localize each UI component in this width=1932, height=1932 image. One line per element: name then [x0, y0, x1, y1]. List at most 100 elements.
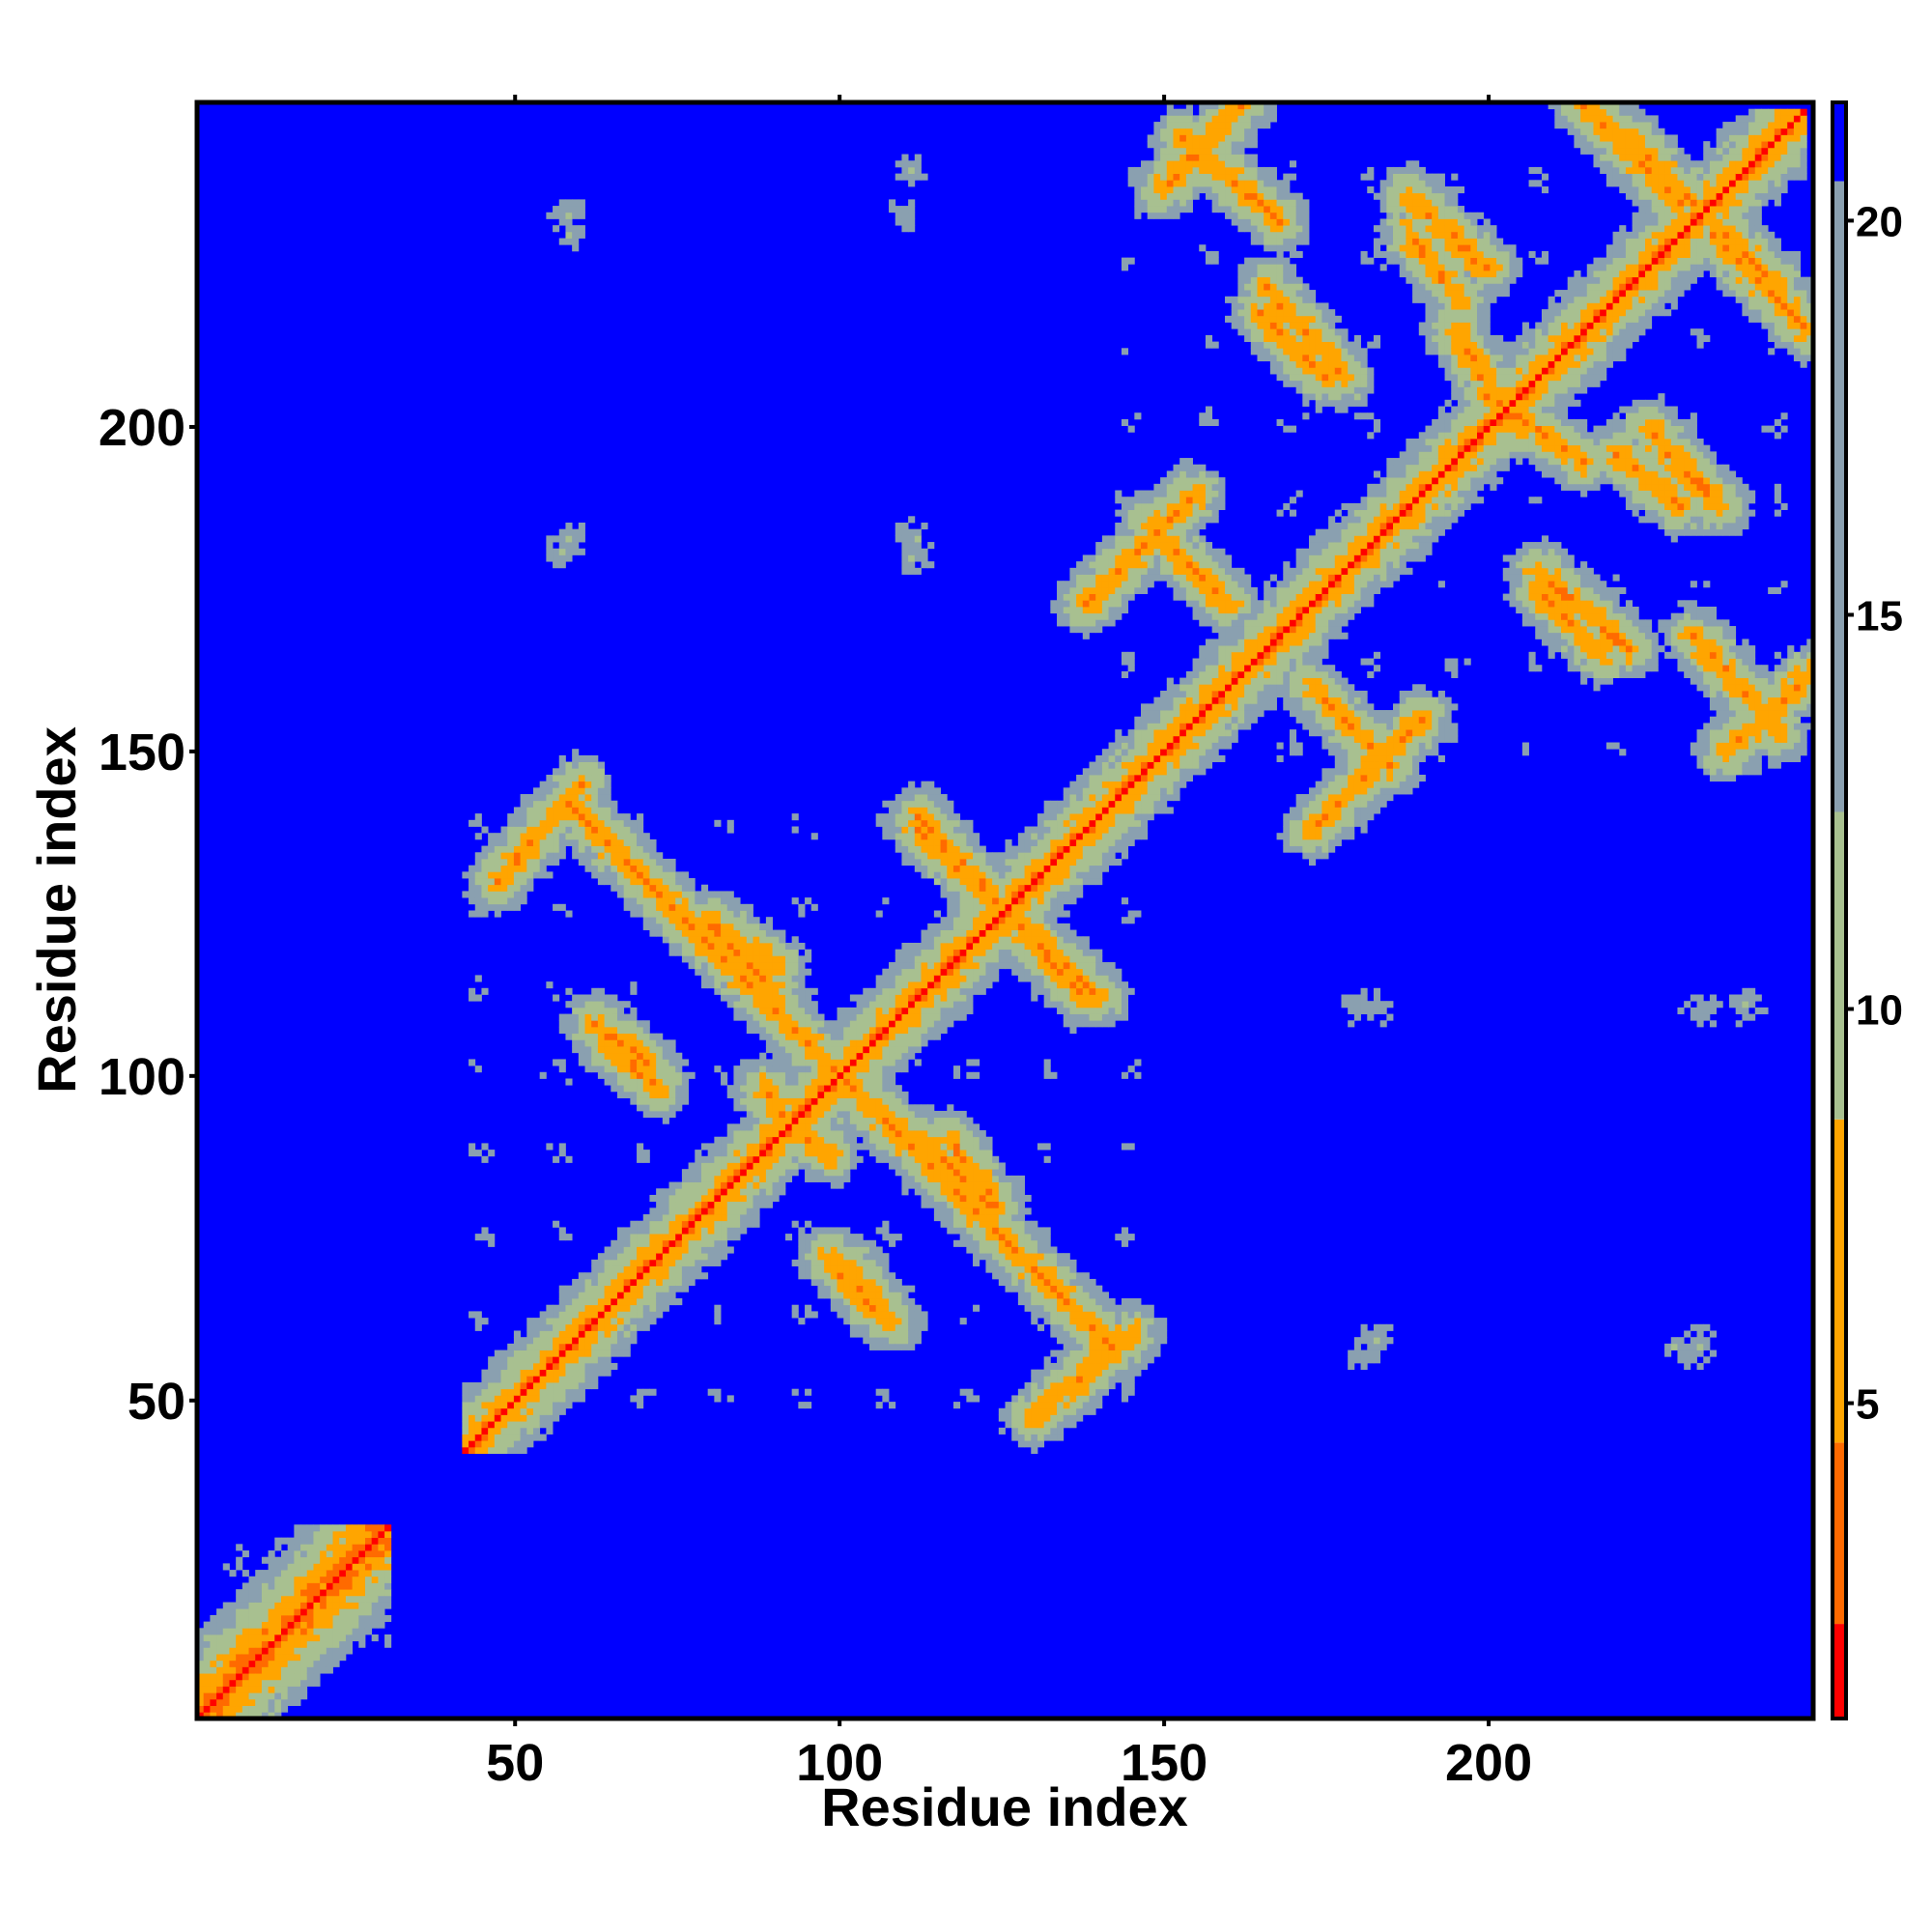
heatmap-cell: [831, 1130, 838, 1137]
heatmap-cell: [831, 1092, 838, 1098]
heatmap-cell: [850, 1137, 857, 1144]
heatmap-cell: [546, 1370, 553, 1377]
heatmap-cell: [773, 930, 780, 937]
heatmap-cell: [869, 1260, 876, 1266]
heatmap-cell: [811, 1227, 818, 1234]
heatmap-cell: [695, 1214, 701, 1221]
heatmap-cell: [649, 1305, 656, 1312]
heatmap-cell: [901, 174, 908, 181]
heatmap-cell: [721, 975, 727, 981]
heatmap-cell: [773, 1188, 780, 1195]
heatmap-cell: [992, 1253, 999, 1260]
heatmap-cell: [1018, 885, 1025, 892]
heatmap-cell: [514, 885, 521, 892]
heatmap-cell: [591, 1034, 598, 1040]
heatmap-cell: [747, 1085, 753, 1092]
heatmap-cell: [1050, 936, 1057, 943]
heatmap-cell: [999, 871, 1006, 878]
heatmap-cell: [469, 820, 475, 827]
heatmap-cell: [999, 1260, 1006, 1266]
heatmap-cell: [901, 167, 908, 174]
heatmap-cell: [824, 1034, 831, 1040]
heatmap-cell: [869, 1318, 876, 1324]
heatmap-cell: [559, 1059, 566, 1065]
heatmap-cell: [507, 871, 514, 878]
heatmap-cell: [889, 1130, 895, 1137]
heatmap-cell: [895, 1324, 902, 1331]
heatmap-cell: [714, 923, 721, 930]
heatmap-cell: [1057, 923, 1064, 930]
heatmap-cell: [947, 1130, 953, 1137]
heatmap-cell: [727, 1137, 734, 1144]
heatmap-cell: [1064, 1272, 1070, 1279]
heatmap-cell: [922, 1001, 928, 1008]
heatmap-cell: [882, 1292, 889, 1298]
heatmap-cell: [908, 839, 915, 846]
heatmap-cell: [1011, 1202, 1018, 1208]
heatmap-cell: [831, 1253, 838, 1260]
heatmap-cell: [766, 936, 773, 943]
heatmap-cell: [817, 1027, 824, 1034]
heatmap-cell: [559, 1382, 566, 1389]
heatmap-cell: [1057, 852, 1064, 859]
heatmap-cell: [740, 1221, 747, 1228]
heatmap-cell: [773, 1137, 780, 1144]
heatmap-cell: [1025, 1234, 1032, 1240]
heatmap-cell: [475, 1150, 482, 1156]
heatmap-cell: [882, 1014, 889, 1021]
heatmap-cell: [1064, 787, 1070, 794]
heatmap-cell: [838, 1014, 844, 1021]
heatmap-cell: [1031, 839, 1037, 846]
heatmap-cell: [462, 1408, 469, 1415]
heatmap-cell: [630, 988, 637, 995]
heatmap-cell: [727, 1123, 734, 1130]
heatmap-cell: [876, 1059, 883, 1065]
heatmap-cell: [236, 1603, 242, 1609]
heatmap-cell: [1006, 1272, 1012, 1279]
heatmap-cell: [908, 1286, 915, 1293]
heatmap-cell: [766, 1059, 773, 1065]
heatmap-cell: [759, 1137, 766, 1144]
heatmap-cell: [656, 923, 663, 930]
heatmap-cell: [365, 1577, 372, 1583]
heatmap-cell: [1031, 852, 1037, 859]
heatmap-cell: [242, 1582, 249, 1589]
heatmap-cell: [579, 846, 585, 853]
heatmap-cell: [740, 1001, 747, 1008]
heatmap-cell: [811, 1008, 818, 1014]
heatmap-cell: [559, 1020, 566, 1027]
heatmap-cell: [1050, 1279, 1057, 1286]
heatmap-cell: [966, 1182, 973, 1189]
heatmap-cell: [773, 1085, 780, 1092]
heatmap-cell: [372, 1615, 379, 1622]
heatmap-cell: [546, 794, 553, 801]
heatmap-cell: [598, 859, 605, 866]
heatmap-cell: [740, 995, 747, 1002]
heatmap-cell: [565, 1001, 572, 1008]
heatmap-cell: [773, 1072, 780, 1079]
heatmap-cell: [740, 1014, 747, 1021]
heatmap-cell: [785, 969, 792, 976]
heatmap-cell: [1064, 607, 1070, 613]
heatmap-cell: [546, 1395, 553, 1402]
heatmap-cell: [947, 846, 953, 853]
heatmap-cell: [1031, 988, 1037, 995]
heatmap-cell: [960, 827, 967, 834]
heatmap-cell: [236, 1680, 242, 1687]
heatmap-cell: [249, 1692, 256, 1699]
heatmap-cell: [876, 1344, 883, 1350]
heatmap-cell: [675, 1253, 682, 1260]
heatmap-cell: [579, 1014, 585, 1021]
heatmap-cell: [727, 955, 734, 962]
heatmap-cell: [985, 917, 992, 923]
heatmap-cell: [611, 1027, 617, 1034]
heatmap-cell: [714, 1318, 721, 1324]
heatmap-cell: [663, 866, 669, 872]
heatmap-cell: [999, 1246, 1006, 1253]
heatmap-cell: [1044, 969, 1051, 976]
heatmap-cell: [992, 897, 999, 904]
heatmap-cell: [591, 1272, 598, 1279]
heatmap-cell: [889, 995, 895, 1002]
heatmap-cell: [617, 1318, 624, 1324]
heatmap-cell: [889, 962, 895, 969]
